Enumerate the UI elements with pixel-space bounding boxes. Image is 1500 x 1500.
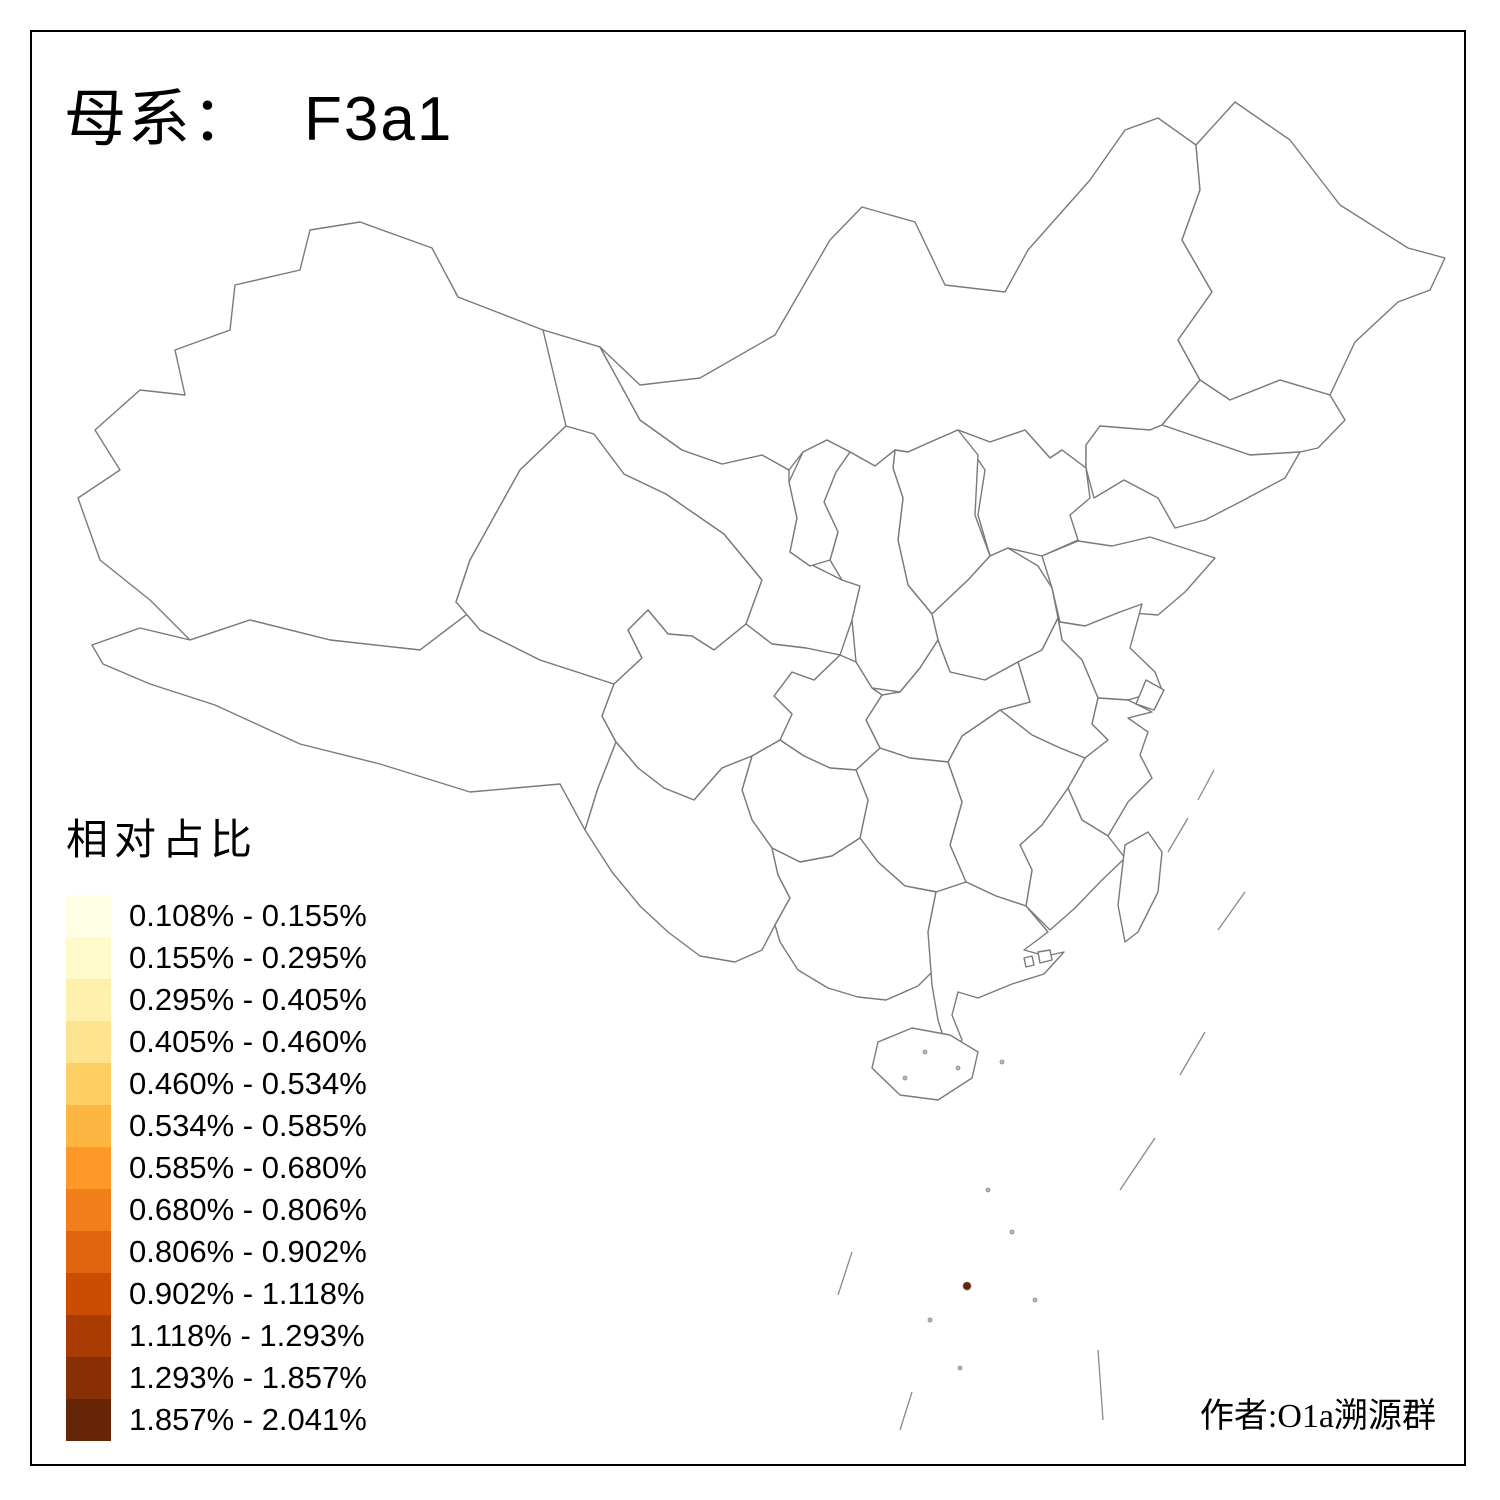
- legend-swatch: [66, 1021, 111, 1063]
- legend: 相对占比 0.108% - 0.155% 0.155% - 0.295% 0.295…: [66, 806, 367, 1441]
- legend-item: 0.806% - 0.902%: [66, 1231, 367, 1273]
- legend-label: 0.155% - 0.295%: [129, 940, 367, 975]
- legend-label: 1.293% - 1.857%: [129, 1360, 367, 1395]
- province-liaoning: [1085, 424, 1301, 529]
- legend-swatch: [66, 1105, 111, 1147]
- attribution: 作者:O1a溯源群: [1199, 1398, 1436, 1435]
- province-shandong: [1041, 536, 1216, 627]
- province-heilongjiang: [1177, 101, 1446, 401]
- legend-label: 1.118% - 1.293%: [129, 1318, 365, 1353]
- legend-label: 0.534% - 0.585%: [129, 1108, 367, 1143]
- sea-boundary-dashes: [837, 769, 1246, 1431]
- legend-swatch: [66, 937, 111, 979]
- legend-item: 1.857% - 2.041%: [66, 1399, 367, 1441]
- legend-label: 0.108% - 0.155%: [129, 898, 367, 933]
- province-hongkong: [1037, 949, 1053, 964]
- legend-label: 0.902% - 1.118%: [129, 1276, 365, 1311]
- legend-item: 0.902% - 1.118%: [66, 1273, 367, 1315]
- province-shanghai: [1135, 679, 1165, 711]
- legend-title: 相对占比: [66, 818, 259, 864]
- legend-swatch: [66, 1357, 111, 1399]
- legend-label: 1.857% - 2.041%: [129, 1402, 367, 1437]
- legend-label: 0.806% - 0.902%: [129, 1234, 367, 1269]
- legend-swatch: [66, 1189, 111, 1231]
- legend-swatch: [66, 895, 111, 937]
- legend-swatch: [66, 1399, 111, 1441]
- plot-border-frame: [30, 30, 1466, 1466]
- legend-item: 0.295% - 0.405%: [66, 979, 367, 1021]
- legend-item: 0.108% - 0.155%: [66, 895, 367, 937]
- legend-label: 0.460% - 0.534%: [129, 1066, 367, 1101]
- legend-swatch: [66, 1315, 111, 1357]
- legend-item: 0.460% - 0.534%: [66, 1063, 367, 1105]
- legend-item: 0.680% - 0.806%: [66, 1189, 367, 1231]
- legend-label: 0.680% - 0.806%: [129, 1192, 367, 1227]
- legend-swatch: [66, 979, 111, 1021]
- legend-label: 0.295% - 0.405%: [129, 982, 367, 1017]
- legend-swatch: [66, 1147, 111, 1189]
- south-china-sea-island: [962, 1281, 972, 1291]
- legend-item: 0.155% - 0.295%: [66, 937, 367, 979]
- province-guangxi: [771, 837, 947, 1001]
- legend-label: 0.585% - 0.680%: [129, 1150, 367, 1185]
- legend-swatch: [66, 1273, 111, 1315]
- province-zhejiang: [1067, 697, 1153, 837]
- province-ningxia: [788, 439, 851, 567]
- page-title: 母系： F3a1: [64, 68, 453, 158]
- legend-item: 0.585% - 0.680%: [66, 1147, 367, 1189]
- legend-item: 0.534% - 0.585%: [66, 1105, 367, 1147]
- province-hainan: [871, 1027, 979, 1101]
- province-macau: [1023, 955, 1035, 968]
- legend-rows: 0.108% - 0.155% 0.155% - 0.295% 0.295% - 0…: [66, 895, 367, 1441]
- legend-swatch: [66, 1231, 111, 1273]
- legend-item: 0.405% - 0.460%: [66, 1021, 367, 1063]
- province-hebei: [957, 429, 1091, 557]
- legend-item: 1.118% - 1.293%: [66, 1315, 367, 1357]
- title-haplogroup: F3a1: [304, 85, 454, 154]
- province-taiwan: [1117, 831, 1163, 943]
- legend-swatch: [66, 1063, 111, 1105]
- legend-label: 0.405% - 0.460%: [129, 1024, 367, 1059]
- title-prefix: 母系：: [64, 86, 257, 154]
- legend-item: 1.293% - 1.857%: [66, 1357, 367, 1399]
- province-guangdong: [927, 881, 1065, 1053]
